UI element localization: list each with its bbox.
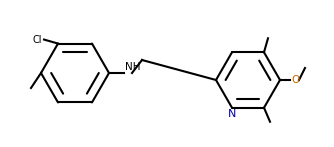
Text: O: O (291, 75, 299, 85)
Text: Cl: Cl (32, 35, 42, 45)
Text: N: N (228, 109, 236, 119)
Text: NH: NH (125, 62, 141, 72)
